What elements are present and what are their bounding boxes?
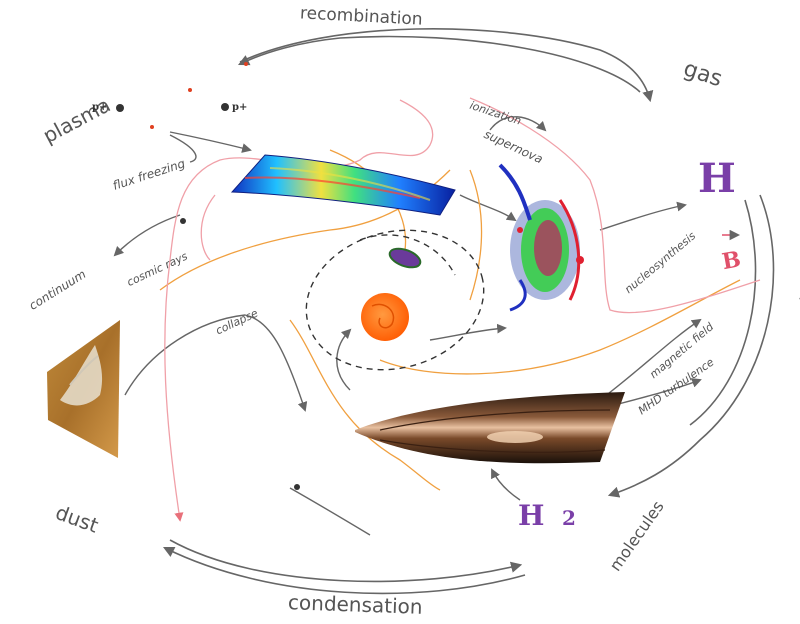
label-gas: gas xyxy=(680,56,725,92)
label-molecules: molecules xyxy=(606,497,668,574)
symbol-proton-a: p+ xyxy=(92,102,107,113)
svg-text:H: H xyxy=(518,499,544,532)
label-flux-freezing: flux freezing xyxy=(111,156,187,193)
symbol-hydrogen: H xyxy=(698,155,736,202)
red-trails xyxy=(164,97,761,522)
symbol-proton-b: p+ xyxy=(232,102,247,113)
dust-grain-photo xyxy=(47,320,120,458)
small-clump xyxy=(388,247,422,269)
label-plasma: plasma xyxy=(39,93,114,148)
orbit-rings xyxy=(305,229,485,371)
label-mhd-turbulence: MHD turbulence xyxy=(636,355,717,417)
symbol-molecular-hydrogen: H 2 xyxy=(518,499,576,532)
protostar-sun xyxy=(361,293,409,341)
label-cosmic-rays: cosmic rays xyxy=(125,249,190,289)
outer-cycle-arrows xyxy=(162,28,775,595)
protoplanetary-disk-image xyxy=(355,392,625,464)
label-continuum: continuum xyxy=(27,267,89,313)
label-supernova: supernova xyxy=(482,127,545,166)
svg-text:2: 2 xyxy=(562,506,576,530)
label-collapse: collapse xyxy=(214,306,261,337)
label-dust: dust xyxy=(52,500,101,538)
turbulence-density-map xyxy=(230,154,456,216)
label-nucleosynthesis: nucleosynthesis xyxy=(622,229,698,296)
symbol-b-field: B xyxy=(720,246,743,275)
label-bonding: bonding xyxy=(794,292,800,368)
label-recombination: recombination xyxy=(300,3,424,29)
process-arrows xyxy=(113,116,702,536)
label-condensation: condensation xyxy=(288,590,423,619)
supernova-remnant-image xyxy=(498,163,584,312)
particles xyxy=(116,62,300,490)
